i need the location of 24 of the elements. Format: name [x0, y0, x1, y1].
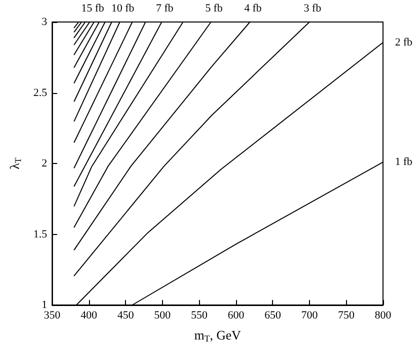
series-label: 5 fb [205, 2, 224, 14]
x-tick-label: 500 [154, 310, 172, 322]
x-tick-label: 450 [117, 310, 134, 322]
x-tick-label: 400 [80, 310, 98, 322]
series-label: 3 fb [304, 2, 322, 14]
y-tick-label: 3 [42, 16, 48, 28]
x-tick-label: 800 [374, 310, 392, 322]
x-tick-label: 600 [228, 310, 245, 322]
x-tick-label: 700 [301, 310, 318, 322]
series-label: 15 fb [81, 2, 105, 14]
series-label: 10 fb [111, 2, 135, 14]
x-tick-label: 750 [338, 310, 355, 322]
x-tick-label: 350 [44, 310, 61, 322]
series-label: 4 fb [244, 2, 262, 14]
y-tick-label: 2.5 [33, 86, 48, 99]
y-tick-label: 2 [42, 158, 48, 170]
x-tick-label: 550 [190, 310, 208, 322]
series-label: 1 fb [395, 156, 413, 168]
y-tick-label: 1.5 [33, 228, 48, 240]
series-label: 7 fb [156, 2, 174, 14]
y-axis-title: λT [7, 157, 23, 170]
series-label: 2 fb [395, 36, 413, 49]
y-tick-label: 1 [42, 299, 48, 311]
x-tick-label: 650 [264, 310, 282, 322]
